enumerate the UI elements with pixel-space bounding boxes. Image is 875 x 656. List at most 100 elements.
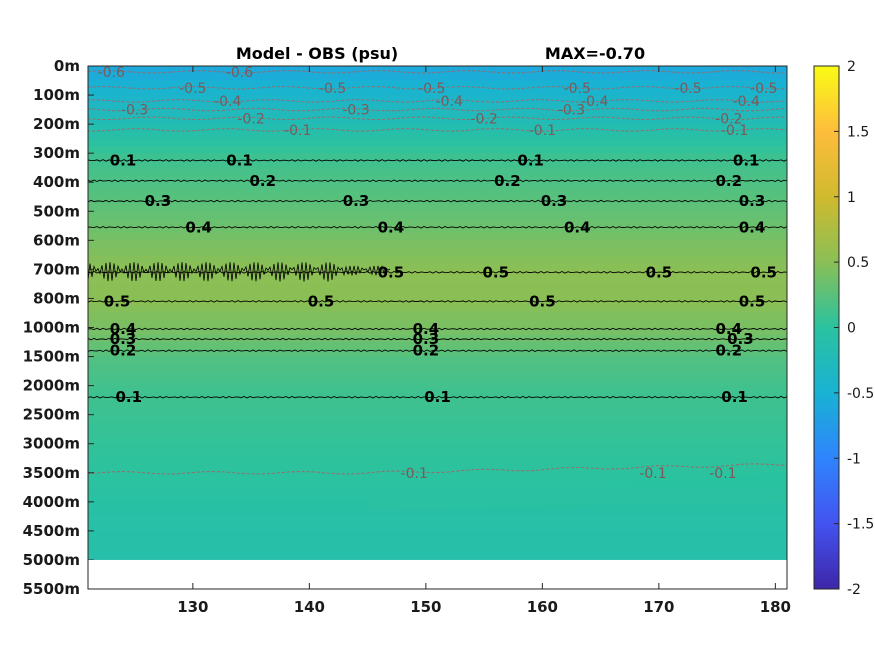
y-tick-label: 4500m — [23, 522, 80, 540]
contour-label: 0.1 — [733, 151, 760, 169]
field-band — [88, 66, 787, 74]
field-band — [88, 342, 787, 350]
contour-label: 0.5 — [750, 263, 777, 281]
field-band — [88, 218, 787, 227]
contour-label: -0.5 — [319, 81, 346, 97]
field-band — [88, 472, 787, 481]
contour-line — [88, 327, 787, 331]
contour-line — [88, 300, 787, 303]
field-band — [88, 436, 787, 445]
colorbar-tick-label: 1 — [847, 190, 856, 206]
colorbar-tick-label: -1 — [847, 451, 861, 467]
contour-label: -0.3 — [121, 103, 148, 119]
contour-label: 0.3 — [739, 192, 766, 210]
colorbar-tick-label: 2 — [847, 59, 856, 75]
contour-label: 0.1 — [721, 388, 748, 406]
field-band — [88, 509, 787, 517]
field-band — [88, 407, 787, 416]
contour-label: 0.2 — [110, 342, 137, 360]
contour-label: 0.5 — [646, 263, 673, 281]
contour-line — [88, 395, 787, 399]
contour-label: 0.4 — [739, 218, 766, 236]
chart-title: Model - OBS (psu) — [236, 44, 398, 63]
contour-label: 0.1 — [517, 151, 544, 169]
field-tilt-patch — [367, 472, 787, 511]
contour-label: 0.2 — [494, 172, 521, 190]
field-band — [88, 109, 787, 118]
contour-label: -0.4 — [581, 94, 608, 110]
max-label: MAX=-0.70 — [545, 44, 645, 63]
field-band — [88, 312, 787, 321]
field-band — [88, 102, 787, 111]
field-band — [88, 167, 787, 176]
x-tick-label: 180 — [760, 598, 791, 616]
field-band — [88, 400, 787, 409]
contour-label: -0.1 — [639, 466, 666, 482]
contour-label: 0.1 — [424, 388, 451, 406]
field-band — [88, 225, 787, 234]
y-axis: 0m 100m 200m 300m 400m 500m 600m 700m 800m 1000m 1… — [23, 57, 787, 598]
x-tick-label: 170 — [643, 598, 674, 616]
field-band — [88, 196, 787, 205]
field-band — [88, 138, 787, 147]
field-band — [88, 349, 787, 358]
contour-label: 0.3 — [110, 330, 137, 348]
x-tick-label: 130 — [177, 598, 208, 616]
field-band — [88, 211, 787, 220]
contour-label: 0.1 — [110, 151, 137, 169]
contour-line — [88, 337, 787, 341]
contour-label: -0.3 — [558, 103, 585, 119]
field-band — [88, 480, 787, 488]
contour-labels: 0.1 0.1 0.1 0.10.2 0.2 0.20.3 0.3 0.3 0.30.4 0.4 0… — [98, 65, 778, 482]
x-tick-label: 140 — [294, 598, 325, 616]
field-band — [88, 327, 787, 336]
field-band — [88, 465, 787, 474]
field-band — [88, 240, 787, 249]
field-band — [88, 450, 787, 459]
field-band — [88, 262, 787, 270]
y-tick-label: 2000m — [23, 377, 80, 395]
contour-label: -0.2 — [237, 111, 264, 127]
contour-label: 0.3 — [145, 192, 172, 210]
field-band — [88, 131, 787, 140]
colorbar-tick-label: 1.5 — [847, 124, 869, 140]
contour-label: 0.4 — [716, 320, 743, 338]
field-band — [88, 95, 787, 103]
contour-label: -0.5 — [750, 81, 777, 97]
field-band — [88, 378, 787, 387]
colorbar-tick-label: 0 — [847, 321, 856, 337]
contour-label: 0.5 — [308, 292, 335, 310]
colorbar-ticks: 2 1.5 1 0.5 0 -0.5 -1 -1.5 -2 — [834, 59, 874, 598]
contour-label: 0.5 — [483, 263, 510, 281]
y-tick-label: 1500m — [23, 348, 80, 366]
contour-label: -0.5 — [179, 81, 206, 97]
field-band — [88, 174, 787, 183]
contour-label: -0.6 — [98, 65, 125, 81]
contour-line — [88, 270, 787, 274]
y-tick-label: 0m — [54, 57, 80, 75]
contour-label: 0.5 — [739, 292, 766, 310]
field-band — [88, 421, 787, 430]
x-axis: 130 140 150 160 170 180 — [177, 66, 791, 616]
no-data-region — [88, 559, 787, 589]
field-band — [88, 516, 787, 525]
field-band — [88, 371, 787, 379]
contour-line — [88, 99, 787, 103]
y-tick-label: 3000m — [23, 435, 80, 453]
contour-label: -0.4 — [214, 94, 241, 110]
field-band — [88, 414, 787, 423]
field-band — [88, 254, 787, 263]
contour-line — [88, 225, 787, 229]
field-band — [88, 523, 787, 532]
y-tick-label: 500m — [33, 202, 80, 220]
contour-label: -0.1 — [401, 466, 428, 482]
field-band — [88, 87, 787, 96]
contour-label: 0.2 — [250, 172, 277, 190]
field-band — [88, 291, 787, 300]
contour-line — [88, 107, 787, 112]
field-band — [88, 530, 787, 539]
contour-label: 0.3 — [343, 192, 370, 210]
contour-label: -0.1 — [721, 123, 748, 139]
field-band — [88, 189, 787, 198]
